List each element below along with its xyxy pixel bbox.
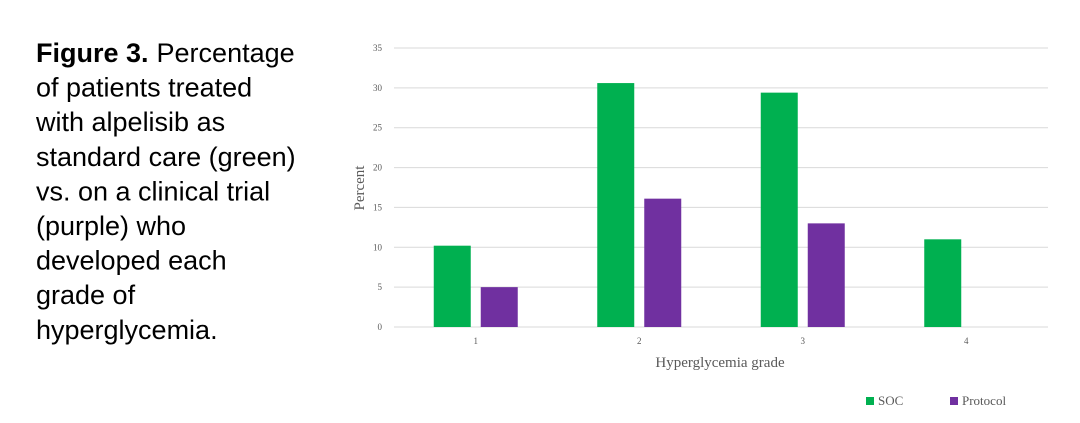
bar: [760, 92, 798, 327]
caption-line: vs. on a clinical trial: [36, 176, 270, 206]
bar: [433, 245, 471, 327]
caption-line: Figure 3. Percentage: [36, 38, 295, 68]
caption-line: grade of: [36, 280, 136, 310]
x-axis-label: Hyperglycemia grade: [655, 355, 785, 371]
y-tick-label: 30: [373, 83, 383, 93]
x-tick-label: 1: [474, 336, 479, 346]
legend-swatch: [950, 397, 958, 405]
bar: [924, 239, 962, 327]
y-tick-label: 15: [373, 202, 383, 212]
y-axis-label: Percent: [352, 165, 368, 211]
bar: [597, 83, 635, 328]
caption-line: of patients treated: [36, 73, 252, 103]
y-tick-label: 25: [373, 123, 383, 133]
caption-text: Percentage: [157, 38, 295, 68]
caption-line: (purple) who: [36, 211, 186, 241]
bar: [807, 223, 845, 327]
caption-label: Figure 3.: [36, 38, 149, 68]
bar: [480, 287, 518, 327]
x-tick-label: 3: [801, 336, 806, 346]
x-tick-label: 2: [637, 336, 642, 346]
y-tick-label: 5: [378, 282, 383, 292]
caption-line: hyperglycemia.: [36, 315, 218, 345]
x-tick-label: 4: [964, 336, 969, 346]
y-tick-label: 35: [373, 43, 383, 53]
y-tick-label: 20: [373, 163, 383, 173]
caption-line: with alpelisib as: [35, 107, 225, 137]
legend-label: SOC: [878, 393, 903, 408]
legend-label: Protocol: [962, 393, 1006, 408]
caption-line: developed each: [36, 246, 227, 276]
legend-swatch: [866, 397, 874, 405]
y-tick-label: 0: [378, 322, 383, 332]
bar: [644, 198, 682, 327]
caption-line: standard care (green): [36, 142, 296, 172]
y-tick-label: 10: [373, 242, 383, 252]
